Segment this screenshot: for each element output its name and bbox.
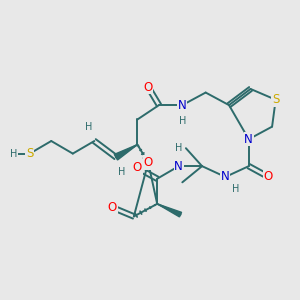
Text: N: N bbox=[244, 133, 253, 146]
Text: H: H bbox=[85, 122, 93, 132]
Text: S: S bbox=[272, 93, 279, 106]
Text: H: H bbox=[118, 167, 125, 176]
Text: H: H bbox=[10, 148, 17, 159]
Text: N: N bbox=[221, 170, 230, 183]
Text: H: H bbox=[232, 184, 240, 194]
Text: H: H bbox=[178, 116, 186, 126]
Text: O: O bbox=[133, 161, 142, 175]
Polygon shape bbox=[157, 204, 182, 217]
Text: O: O bbox=[264, 170, 273, 183]
Text: N: N bbox=[174, 160, 183, 173]
Text: O: O bbox=[108, 201, 117, 214]
Text: H: H bbox=[175, 143, 182, 153]
Text: N: N bbox=[178, 99, 187, 112]
Text: S: S bbox=[26, 147, 33, 160]
Text: O: O bbox=[144, 81, 153, 94]
Text: O: O bbox=[144, 156, 153, 169]
Polygon shape bbox=[114, 145, 137, 160]
